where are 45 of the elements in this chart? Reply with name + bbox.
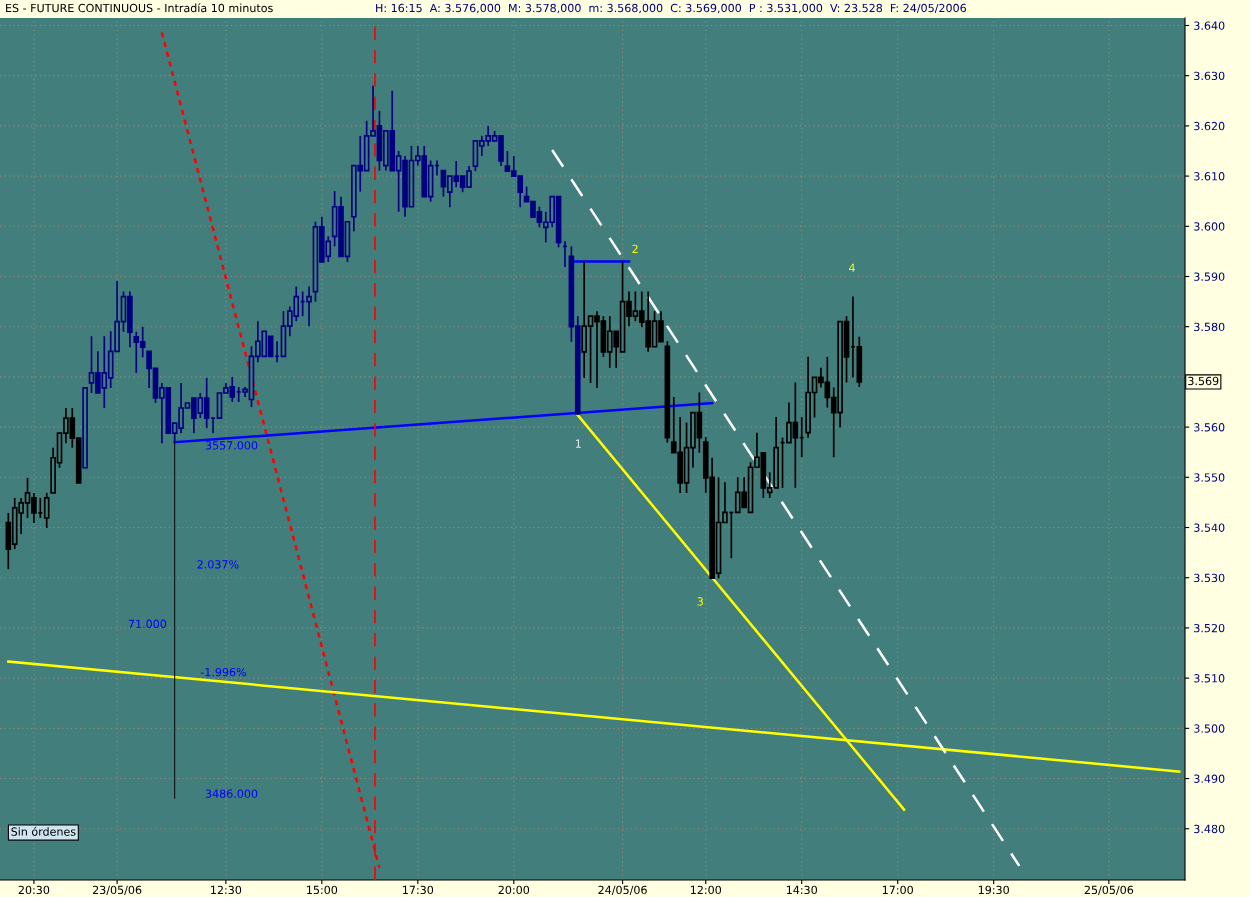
y-tick-label: 3.640 <box>1194 21 1225 30</box>
y-tick-label: 3.500 <box>1194 724 1225 733</box>
y-tick-label: 3.530 <box>1194 573 1225 583</box>
x-tick-label: 24/05/06 <box>598 885 647 895</box>
annotation: 3 <box>697 597 703 606</box>
y-tick-label: 3.480 <box>1194 824 1225 834</box>
x-tick-label: 15:00 <box>307 885 338 895</box>
x-tick-label: 14:30 <box>786 885 817 895</box>
annotation: 2 <box>632 244 638 253</box>
chart-subtitle: H: 16:15 A: 3.576,000 M: 3.578,000 m: 3.568,000 C: 3.569,000 P : 3.531,000 V: 23.528 F: 24/05/2006 <box>376 3 967 14</box>
x-tick-label: 17:00 <box>882 885 913 895</box>
x-tick-label: 12:30 <box>211 885 242 895</box>
y-tick-label: 3.580 <box>1194 322 1225 332</box>
x-tick-label: 12:00 <box>690 885 722 895</box>
x-tick-label: 20:30 <box>18 885 50 895</box>
y-tick-label: 3.590 <box>1194 272 1225 281</box>
candlestick <box>43 492 50 529</box>
annotation: 3486.000 <box>205 789 258 798</box>
y-tick-label: 3.490 <box>1194 774 1225 783</box>
y-tick-label: 3.540 <box>1194 523 1225 532</box>
candlestick <box>274 340 280 364</box>
candlestick <box>210 417 216 434</box>
annotation: 3.569 <box>1188 376 1219 386</box>
annotation: 71.000 <box>128 619 167 629</box>
y-tick-label: 3.620 <box>1194 121 1225 131</box>
annotation: 2.037% <box>197 560 239 569</box>
x-tick-label: 20:00 <box>498 885 530 895</box>
annotation: 4 <box>849 263 855 272</box>
y-tick-label: 3.520 <box>1194 623 1225 633</box>
x-tick-label: 17:30 <box>403 885 434 895</box>
x-tick-label: 25/05/06 <box>1084 885 1134 895</box>
y-tick-label: 3.560 <box>1194 423 1225 432</box>
x-tick-label: 19:30 <box>978 885 1009 895</box>
x-tick-label: 23/05/06 <box>92 885 142 895</box>
y-tick-label: 3.630 <box>1194 71 1225 81</box>
annotation: 3557.000 <box>205 441 258 450</box>
annotation: 1 <box>575 439 581 448</box>
y-tick-label: 3.600 <box>1194 222 1225 231</box>
candlestick <box>850 295 856 379</box>
y-tick-label: 3.550 <box>1194 473 1225 482</box>
y-tick-label: 3.610 <box>1194 172 1225 181</box>
y-tick-label: 3.510 <box>1194 674 1225 683</box>
annotation: Sin órdenes <box>11 826 76 836</box>
chart-title: ES - FUTURE CONTINUOUS - Intradía 10 minutos <box>6 3 273 13</box>
annotation: -1.996% <box>200 667 247 677</box>
